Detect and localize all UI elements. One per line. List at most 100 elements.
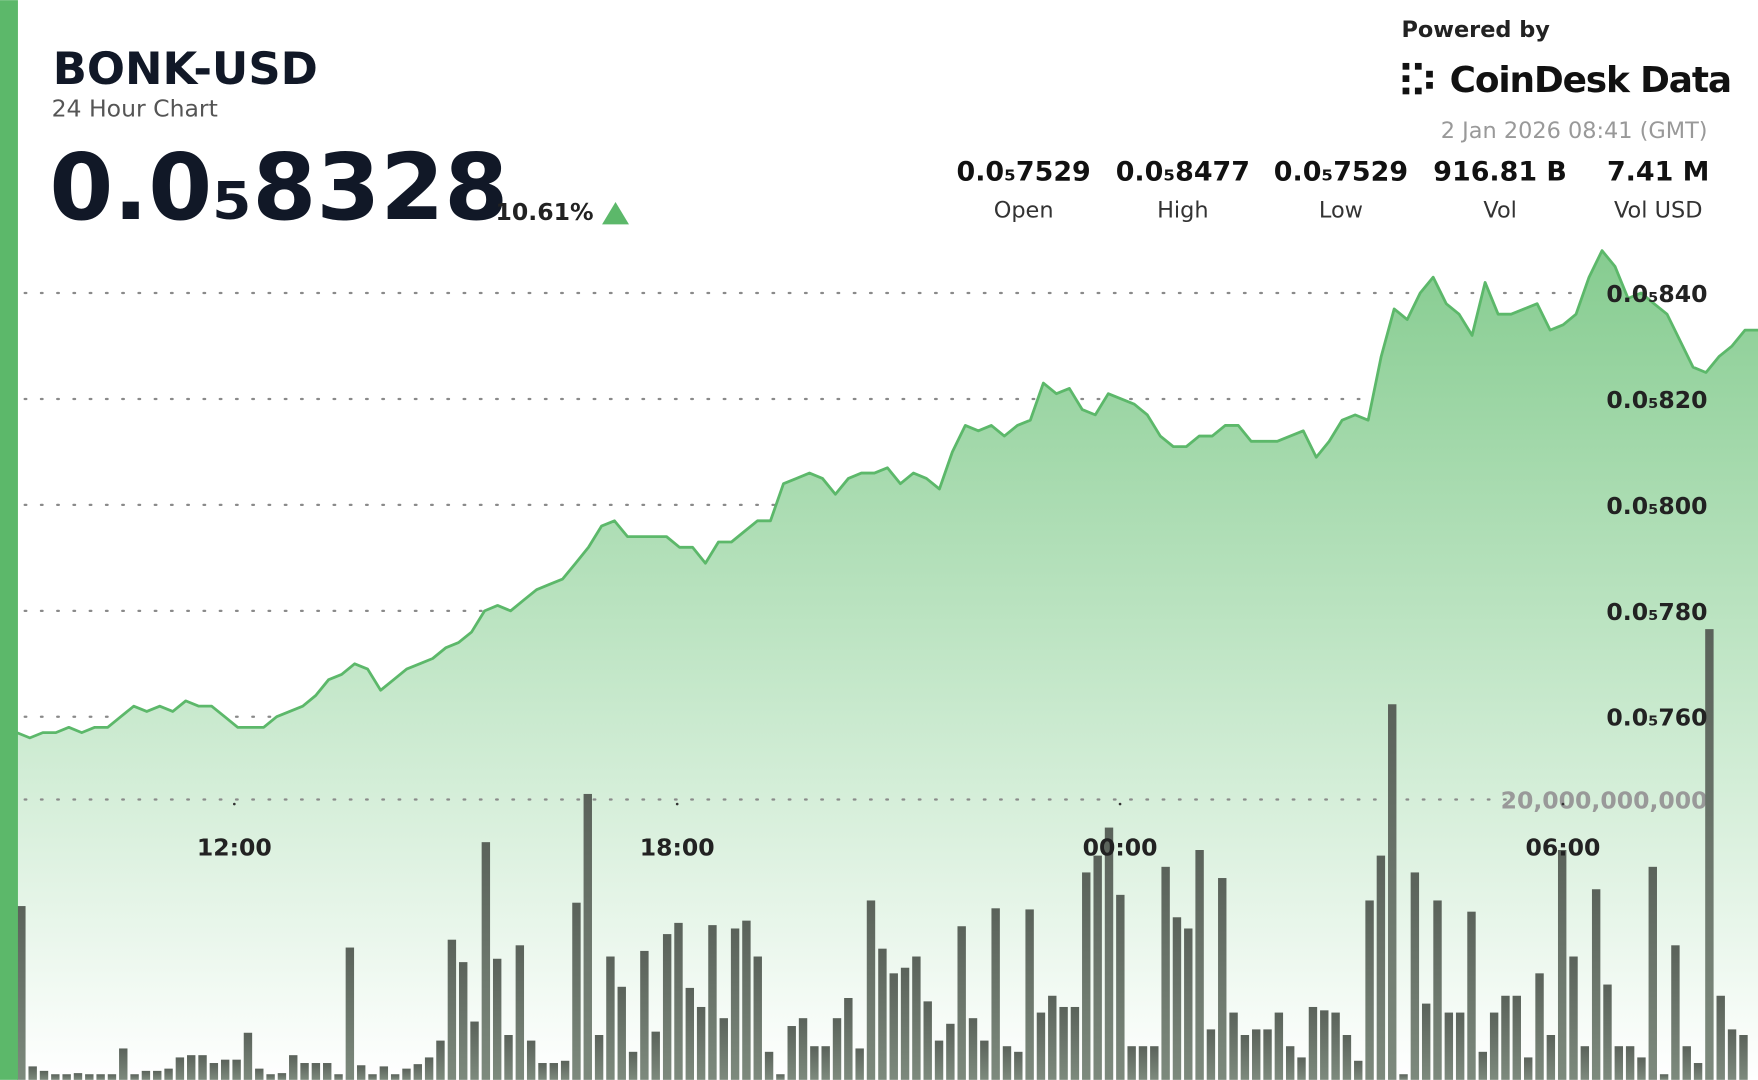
volume-bar xyxy=(85,1074,94,1080)
volume-bar xyxy=(1014,1051,1023,1080)
volume-bar xyxy=(1025,909,1034,1080)
volume-bar xyxy=(1218,878,1227,1080)
volume-bar xyxy=(277,1073,287,1080)
y-tick-label: 0.0₅760 xyxy=(1606,704,1707,732)
volume-bar xyxy=(708,925,717,1080)
x-tick-label: 00:00 xyxy=(1083,834,1158,862)
x-tick-mark xyxy=(1118,802,1122,806)
volume-bar xyxy=(141,1070,151,1080)
y-tick-label: 0.0₅800 xyxy=(1606,492,1707,520)
volume-bar xyxy=(1206,1029,1216,1080)
volume-bar xyxy=(1002,1046,1012,1080)
change: 10.61% xyxy=(496,198,594,226)
volume-bar xyxy=(1342,1034,1352,1080)
volume-bar xyxy=(617,986,626,1080)
x-tick-label: 06:00 xyxy=(1525,834,1600,862)
volume-bar xyxy=(719,1018,728,1080)
x-tick-mark xyxy=(232,802,236,806)
volume-bar xyxy=(685,987,695,1080)
volume-bar xyxy=(1195,850,1204,1080)
x-tick-label: 18:00 xyxy=(640,834,715,862)
powered-by: Powered by xyxy=(1401,17,1550,43)
volume-bar xyxy=(334,1074,343,1080)
volume-bar xyxy=(255,1068,264,1080)
volume-bar xyxy=(402,1068,411,1080)
volume-bar xyxy=(821,1046,830,1080)
x-tick-label: 12:00 xyxy=(197,834,272,862)
volume-bar xyxy=(776,1074,785,1080)
volume-bar xyxy=(526,1040,536,1080)
stats: 0.0₅7529 Open 0.0₅8477 High 0.0₅7529 Low 916.8… xyxy=(956,157,1709,224)
volume-bar xyxy=(1048,995,1057,1080)
price-line xyxy=(16,249,1758,740)
price: 0.0₅8328 xyxy=(49,134,508,241)
price-area xyxy=(16,250,1758,1080)
volume-bar xyxy=(991,908,1000,1080)
stat-value: 916.81 B xyxy=(1433,157,1567,188)
volume-bar xyxy=(1240,1034,1250,1080)
stat-label: High xyxy=(1157,198,1208,224)
stat-value: 0.0₅7529 xyxy=(956,157,1090,188)
plot: 20,000,000,000 0.0₅760 0.0₅780 0.0₅800 0.0₅8… xyxy=(16,249,1758,1080)
volume-bar xyxy=(175,1057,185,1080)
volume-bar xyxy=(968,1018,978,1080)
volume-bar xyxy=(1127,1046,1136,1080)
volume-bar xyxy=(368,1074,377,1080)
volume-bar xyxy=(832,1018,842,1080)
volume-bar xyxy=(900,967,910,1080)
volume-bar xyxy=(1229,1012,1238,1080)
volume-bar xyxy=(1070,1006,1080,1080)
volume-bar xyxy=(424,1057,434,1080)
volume-bar xyxy=(323,1063,332,1080)
volume-bar xyxy=(481,842,491,1080)
volume-bar xyxy=(379,1066,389,1080)
volume-bar xyxy=(515,945,525,1080)
volume-bar xyxy=(855,1048,864,1080)
volume-bar xyxy=(1478,1051,1488,1080)
volume-bar xyxy=(560,1060,570,1080)
volume-bar xyxy=(1682,1046,1691,1080)
volume-bar xyxy=(1082,872,1091,1080)
volume-bar xyxy=(96,1074,105,1080)
stat-label: Vol USD xyxy=(1614,198,1703,224)
volume-bar xyxy=(1184,928,1193,1080)
volume-bar xyxy=(764,1051,774,1080)
volume-bar xyxy=(1716,995,1725,1080)
volume-bar xyxy=(232,1059,241,1080)
volume-bar xyxy=(345,947,355,1080)
volume-bar xyxy=(1036,1012,1046,1080)
volume-bar xyxy=(119,1048,128,1080)
volume-bar xyxy=(1637,1057,1646,1080)
volume-bar xyxy=(844,997,853,1080)
volume-bar xyxy=(1365,900,1374,1080)
volume-bar xyxy=(1569,956,1578,1080)
volume-bar xyxy=(73,1073,83,1080)
volume-bar xyxy=(1501,995,1510,1080)
volume-bar xyxy=(606,956,615,1080)
volume-bar xyxy=(1308,1006,1318,1080)
volume-bar xyxy=(198,1055,207,1080)
volume-bar xyxy=(1603,984,1612,1080)
volume-bar xyxy=(1625,1046,1635,1080)
accent-bar xyxy=(0,0,18,1080)
volume-bar xyxy=(1648,866,1657,1080)
volume-bar xyxy=(1410,872,1420,1080)
volume-bar xyxy=(1580,1046,1590,1080)
volume-bar xyxy=(1331,1012,1340,1080)
volume-bar xyxy=(130,1074,139,1080)
volume-bar xyxy=(459,962,468,1080)
volume-bar xyxy=(356,1065,366,1080)
volume-bar xyxy=(572,902,581,1080)
volume-bar xyxy=(187,1055,196,1080)
volume-bar xyxy=(866,900,876,1080)
volume-bar xyxy=(538,1063,547,1080)
volume-bar xyxy=(17,906,26,1080)
volume-bar xyxy=(153,1070,162,1080)
volume-bar xyxy=(742,920,751,1080)
volume-bar xyxy=(220,1059,230,1080)
volume-bar xyxy=(1388,704,1397,1080)
volume-bar xyxy=(583,793,592,1080)
volume-bar xyxy=(1104,827,1114,1080)
